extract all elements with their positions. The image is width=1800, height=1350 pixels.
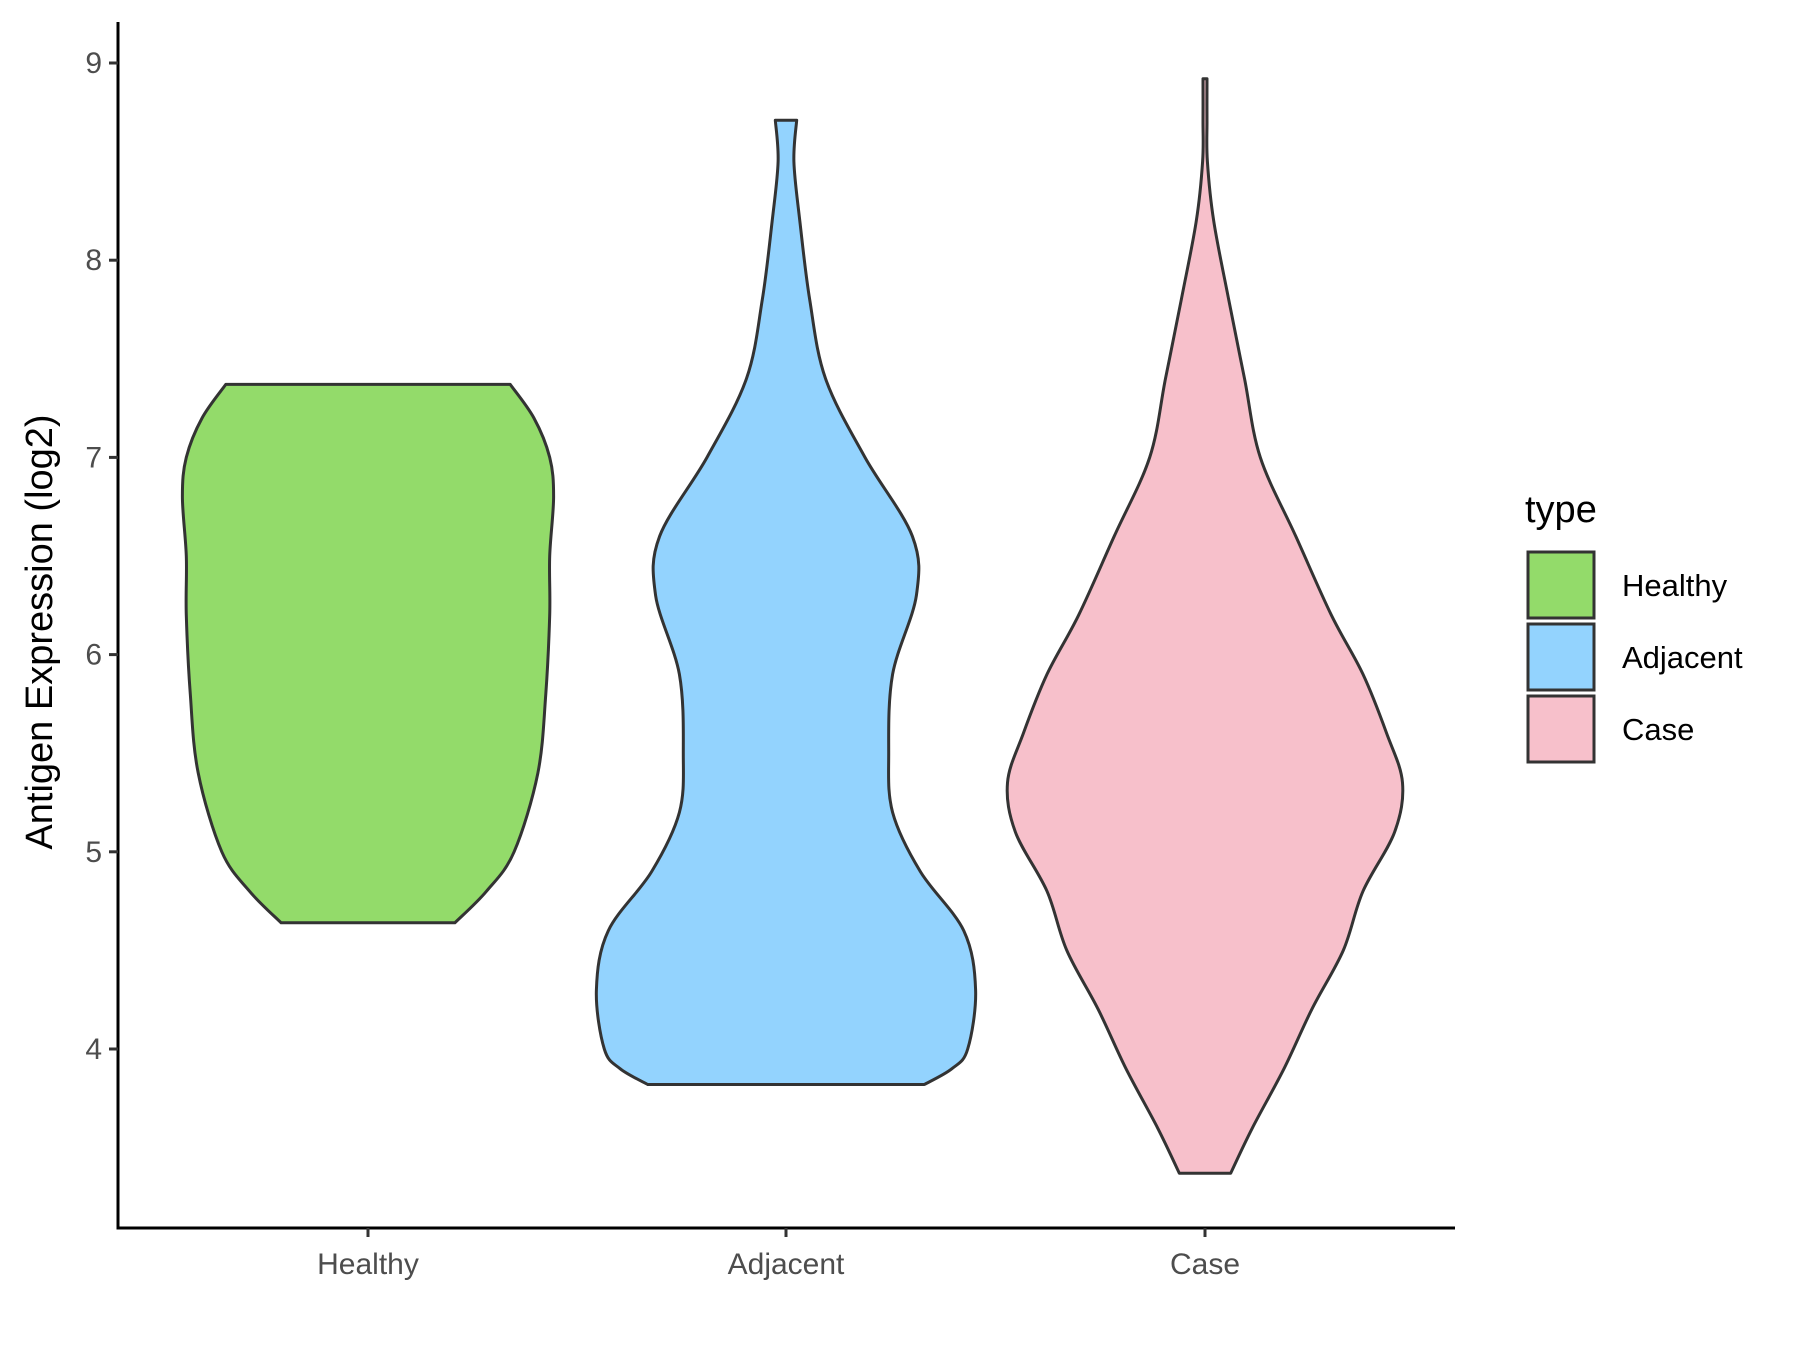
x-tick-label-adjacent: Adjacent [728, 1248, 845, 1281]
legend-key-adjacent [1526, 622, 1596, 692]
y-axis-title: Antigen Expression (log2) [19, 414, 61, 849]
legend-title: type [1525, 489, 1597, 531]
violin-case [1005, 77, 1405, 1175]
y-tick-label: 5 [85, 836, 102, 869]
violin-group [180, 77, 1405, 1175]
legend-label-healthy: Healthy [1622, 568, 1728, 603]
legend: type Healthy Adjacent Case [1525, 489, 1743, 764]
violin-healthy [180, 382, 556, 925]
x-tick-label-case: Case [1170, 1248, 1240, 1281]
y-tick-label: 8 [85, 244, 102, 277]
legend-label-adjacent: Adjacent [1622, 640, 1743, 675]
violin-adjacent [594, 118, 978, 1086]
y-tick-label: 7 [85, 441, 102, 474]
axes: 4 5 6 7 8 9 Healthy Adjacent Case [85, 22, 1455, 1281]
x-tick-label-healthy: Healthy [317, 1248, 419, 1281]
y-tick-label: 4 [85, 1033, 102, 1066]
legend-key-healthy [1526, 550, 1596, 620]
legend-label-case: Case [1622, 712, 1694, 747]
y-tick-label: 9 [85, 47, 102, 80]
y-tick-label: 6 [85, 639, 102, 672]
legend-key-case [1526, 694, 1596, 764]
